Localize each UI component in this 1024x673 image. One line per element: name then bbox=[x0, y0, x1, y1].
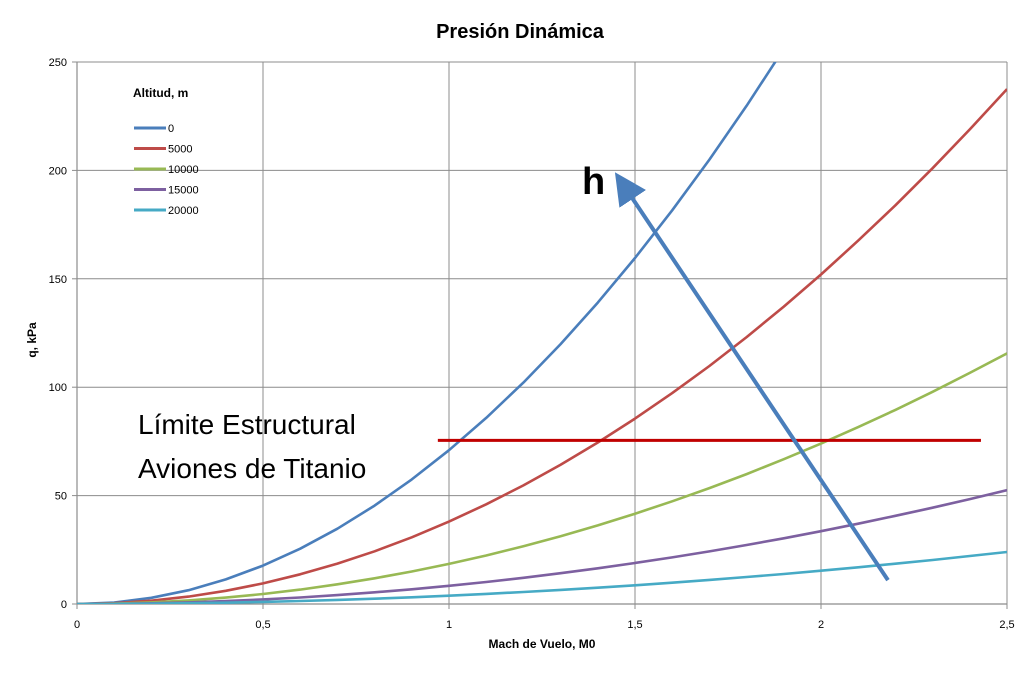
legend-label-10000: 10000 bbox=[168, 164, 199, 176]
limit-label-line1: Límite Estructural bbox=[138, 409, 356, 440]
chart-title: Presión Dinámica bbox=[436, 21, 605, 43]
series-line-10000 bbox=[77, 352, 1007, 604]
series-line-0 bbox=[77, 62, 777, 604]
y-axis-label: q, kPa bbox=[25, 322, 39, 358]
tick-labels: 0 0,5 1 1,5 2 2,5 0 50 100 150 200 250 bbox=[49, 57, 1015, 631]
x-tick-label: 1,5 bbox=[627, 619, 642, 631]
legend-label-5000: 5000 bbox=[168, 144, 192, 156]
altitude-arrow-label: h bbox=[582, 161, 605, 203]
legend-title: Altitud, m bbox=[133, 86, 188, 100]
altitude-arrow bbox=[614, 172, 890, 582]
x-axis-label: Mach de Vuelo, M0 bbox=[489, 637, 596, 651]
legend-label-15000: 15000 bbox=[168, 185, 199, 197]
y-tick-label: 200 bbox=[49, 165, 67, 177]
series-line-5000 bbox=[77, 88, 1007, 604]
plot-background bbox=[77, 62, 1007, 604]
grid bbox=[77, 61, 1008, 604]
x-tick-label: 0,5 bbox=[255, 619, 270, 631]
x-tick-label: 2 bbox=[818, 619, 824, 631]
axes bbox=[72, 61, 1008, 609]
y-tick-label: 100 bbox=[49, 382, 67, 394]
legend: Altitud, m 0 5000 10000 15000 20000 bbox=[133, 86, 199, 217]
limit-label-line2: Aviones de Titanio bbox=[138, 453, 366, 484]
annotations: Límite Estructural Aviones de Titanio h bbox=[138, 161, 981, 582]
series-line-20000 bbox=[77, 550, 1007, 604]
y-tick-label: 0 bbox=[61, 599, 67, 611]
legend-label-20000: 20000 bbox=[168, 205, 199, 217]
legend-label-0: 0 bbox=[168, 123, 174, 135]
x-tick-label: 1 bbox=[446, 619, 452, 631]
y-tick-label: 50 bbox=[55, 491, 67, 503]
y-tick-label: 250 bbox=[49, 57, 67, 69]
x-tick-label: 2,5 bbox=[999, 619, 1014, 631]
series-group bbox=[77, 62, 1007, 604]
y-tick-label: 150 bbox=[49, 274, 67, 286]
x-tick-label: 0 bbox=[74, 619, 80, 631]
